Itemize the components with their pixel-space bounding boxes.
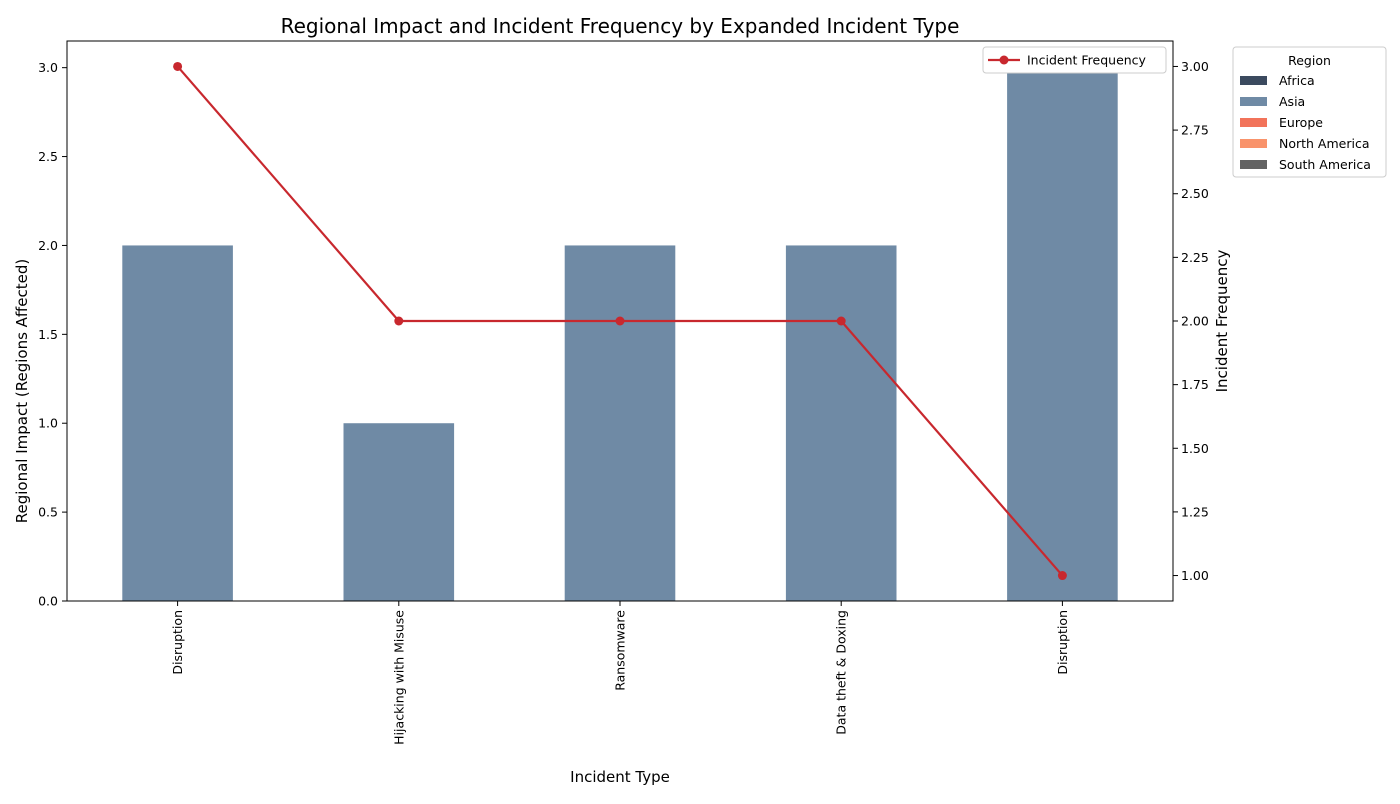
- y-right-tick-label: 1.75: [1181, 377, 1209, 392]
- y-left-tick-label: 2.5: [38, 149, 58, 164]
- bar-asia: [785, 245, 897, 601]
- y-left-tick-label: 0.5: [38, 505, 58, 520]
- bar-asia: [1007, 67, 1118, 601]
- region-legend-swatch: [1240, 97, 1267, 106]
- y-right-tick-label: 2.75: [1181, 123, 1209, 138]
- y-axis-right: 1.00 1.25 1.50 1.75 2.00 2.25 2.50 2.75 3.00: [1173, 59, 1209, 583]
- frequency-point: [615, 316, 625, 326]
- frequency-point: [1057, 571, 1067, 581]
- y-left-tick-label: 1.5: [38, 327, 58, 342]
- frequency-point: [836, 316, 846, 326]
- region-legend-swatch: [1240, 139, 1267, 148]
- y-right-tick-label: 1.00: [1181, 568, 1209, 583]
- bar-asia: [343, 423, 455, 601]
- line-legend-marker: [999, 55, 1009, 65]
- y-axis-left-label: Regional Impact (Regions Affected): [13, 259, 31, 523]
- x-tick-label: Hijacking with Misuse: [391, 610, 406, 745]
- line-legend-label: Incident Frequency: [1027, 53, 1147, 68]
- frequency-line-layer: [173, 61, 1067, 581]
- chart-title: Regional Impact and Incident Frequency b…: [281, 14, 960, 38]
- y-right-tick-label: 2.25: [1181, 250, 1209, 265]
- x-axis: Disruption Hijacking with Misuse Ransomwar…: [170, 601, 1070, 745]
- region-legend-label: Asia: [1279, 94, 1305, 109]
- x-axis-label: Incident Type: [570, 768, 670, 786]
- region-legend-swatch: [1240, 76, 1267, 85]
- y-right-tick-label: 2.50: [1181, 186, 1209, 201]
- frequency-point: [173, 61, 183, 71]
- y-right-tick-label: 1.25: [1181, 504, 1209, 519]
- y-axis-left: 0.0 0.5 1.0 1.5 2.0 2.5 3.0: [38, 60, 67, 609]
- region-legend-swatch: [1240, 160, 1267, 169]
- x-tick-label: Ransomware: [613, 610, 628, 691]
- region-legend-label: Africa: [1279, 73, 1315, 88]
- y-left-tick-label: 1.0: [38, 416, 58, 431]
- x-tick-label: Disruption: [170, 610, 185, 675]
- x-tick-label: Disruption: [1055, 610, 1070, 675]
- region-legend: Region Africa Asia Europe North America South…: [1232, 46, 1387, 178]
- region-legend-label: South America: [1279, 157, 1371, 172]
- bar-asia: [122, 245, 233, 601]
- x-tick-label: Data theft & Doxing: [834, 610, 849, 735]
- line-legend-box: [982, 46, 1167, 74]
- y-right-tick-label: 1.50: [1181, 441, 1209, 456]
- region-legend-swatch: [1240, 118, 1267, 127]
- frequency-point: [394, 316, 404, 326]
- y-left-tick-label: 0.0: [38, 594, 58, 609]
- y-left-tick-label: 2.0: [38, 238, 58, 253]
- y-right-tick-label: 3.00: [1181, 59, 1209, 74]
- region-legend-title: Region: [1288, 53, 1331, 68]
- y-right-tick-label: 2.00: [1181, 314, 1209, 329]
- region-legend-label: Europe: [1279, 115, 1323, 130]
- bar-asia: [564, 245, 676, 601]
- line-legend: Incident Frequency: [982, 46, 1167, 74]
- y-axis-right-label: Incident Frequency: [1213, 250, 1231, 393]
- region-legend-label: North America: [1279, 136, 1370, 151]
- region-legend-box: [1232, 46, 1387, 178]
- bars-layer: [122, 67, 1118, 601]
- y-left-tick-label: 3.0: [38, 60, 58, 75]
